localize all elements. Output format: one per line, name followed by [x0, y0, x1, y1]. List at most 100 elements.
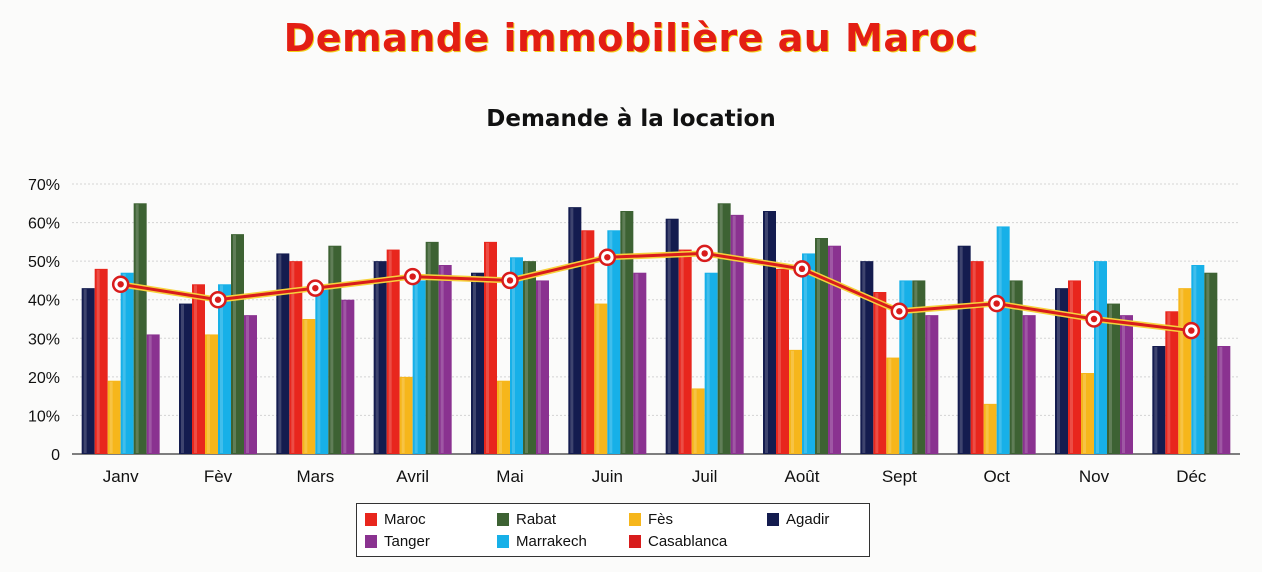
bar-highlight [330, 246, 334, 453]
bar-agadir [568, 207, 582, 454]
bar-highlight [83, 289, 87, 453]
x-tick-label: Janv [103, 467, 139, 486]
x-tick-label: Nov [1079, 467, 1110, 486]
bar-highlight [817, 239, 820, 453]
bar-highlight [1206, 273, 1210, 453]
x-tick-label: Fèv [204, 467, 233, 486]
bar-highlight [914, 281, 918, 453]
bar-tanger [438, 265, 452, 454]
bar-highlight [959, 246, 963, 453]
bar-highlight [375, 262, 379, 453]
legend-label-rabat: Rabat [516, 511, 557, 528]
x-tick-label: Oct [983, 467, 1010, 486]
bar-highlight [1193, 266, 1197, 453]
x-tick-label: Août [785, 467, 820, 486]
bar-rabat [425, 241, 439, 454]
marker-dot-casablanca [409, 273, 416, 280]
marker-dot-casablanca [1090, 315, 1098, 323]
marker-dot-casablanca [604, 254, 611, 261]
x-tick-label: Mai [496, 467, 523, 486]
marker-dot-casablanca [701, 250, 708, 257]
bar-agadir [665, 218, 679, 454]
bar-highlight [538, 281, 541, 453]
bar-highlight [667, 219, 671, 453]
bar-highlight [122, 273, 126, 453]
bar-fes [497, 380, 510, 454]
bar-maroc [873, 292, 887, 454]
y-tick-label: 40% [28, 293, 60, 310]
bar-highlight [635, 273, 639, 453]
bar-highlight [719, 204, 723, 453]
bar-fes [302, 319, 316, 454]
bar-highlight [596, 304, 600, 453]
bar-tanger [146, 334, 160, 454]
bar-tanger [1022, 315, 1036, 454]
legend-label-tanger: Tanger [384, 533, 430, 550]
marker-dot-casablanca [312, 284, 319, 292]
bar-maroc [581, 230, 595, 454]
bar-highlight [927, 316, 931, 453]
bar-highlight [1154, 347, 1158, 453]
bar-maroc [1165, 311, 1179, 454]
bar-highlight [1070, 281, 1073, 453]
x-tick-label: Juil [692, 467, 718, 486]
legend-swatch-agadir [767, 513, 779, 526]
bar-rabat [1009, 280, 1023, 454]
bar-marrakech [996, 226, 1010, 454]
legend-label-maroc: Maroc [384, 511, 426, 528]
bar-highlight [998, 227, 1002, 453]
bar-maroc [192, 284, 205, 454]
y-tick-label: 30% [28, 331, 60, 348]
bar-highlight [109, 381, 113, 453]
bar-highlight [220, 285, 223, 453]
bar-highlight [473, 273, 476, 453]
bar-highlight [1083, 374, 1086, 453]
bar-highlight [875, 293, 879, 453]
bar-fes [594, 303, 608, 454]
bar-highlight [207, 335, 210, 453]
y-tick-label: 70% [28, 177, 60, 194]
marker-dot-casablanca [798, 265, 806, 273]
bar-highlight [512, 258, 515, 453]
bar-highlight [778, 269, 781, 453]
bar-highlight [278, 254, 282, 453]
bar-agadir [1152, 346, 1166, 454]
bar-highlight [1122, 316, 1125, 453]
bar-highlight [401, 377, 405, 453]
bar-rabat [231, 234, 244, 454]
legend-swatch-fes [629, 513, 641, 526]
y-tick-label: 10% [28, 408, 60, 425]
bar-maroc [94, 268, 108, 454]
bar-highlight [1024, 316, 1028, 453]
chart-subtitle: Demande à la location [486, 106, 776, 132]
bar-highlight [414, 281, 418, 453]
bar-agadir [957, 245, 971, 454]
bar-tanger [730, 214, 744, 454]
bar-highlight [830, 246, 833, 453]
bar-agadir [763, 211, 776, 454]
bar-maroc [1068, 280, 1081, 454]
bar-maroc [484, 241, 497, 454]
legend-label-fes: Fès [648, 511, 674, 528]
legend-item-tanger: Tanger [365, 533, 430, 550]
bar-agadir [179, 303, 192, 454]
bar-fes [1178, 288, 1192, 454]
bar-highlight [609, 231, 613, 453]
bar-rabat [328, 245, 342, 454]
legend-label-casablanca: Casablanca [648, 533, 728, 550]
bar-agadir [373, 261, 387, 454]
bar-highlight [317, 289, 321, 453]
bar-highlight [148, 335, 152, 453]
bar-tanger [1120, 315, 1133, 454]
bar-rabat [717, 203, 731, 454]
legend-item-casablanca: Casablanca [629, 533, 727, 550]
bar-highlight [765, 212, 768, 453]
bar-highlight [194, 285, 197, 453]
y-tick-label: 60% [28, 216, 60, 233]
bar-tanger [244, 315, 257, 454]
bar-agadir [1055, 288, 1068, 454]
bar-fes [399, 376, 413, 454]
bar-agadir [276, 253, 290, 454]
marker-dot-casablanca [993, 300, 1000, 307]
bar-marrakech [510, 257, 523, 454]
